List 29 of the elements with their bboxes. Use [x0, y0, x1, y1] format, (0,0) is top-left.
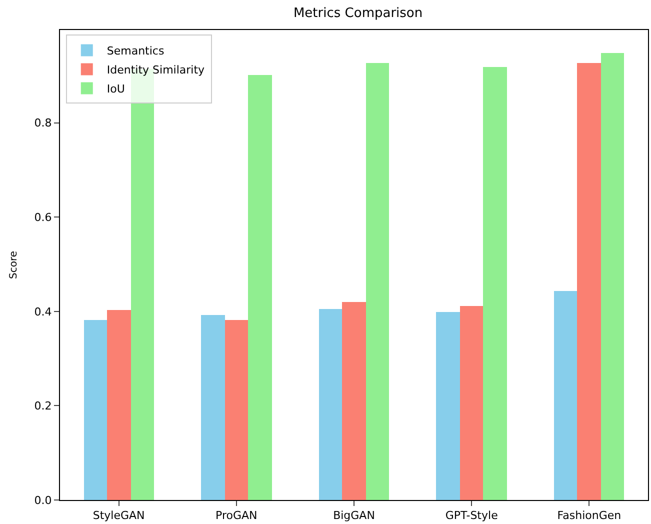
- y-tick-label: 0.8: [34, 116, 52, 130]
- bar: [248, 75, 272, 500]
- bar: [84, 320, 107, 500]
- bar: [554, 291, 577, 500]
- bar: [436, 312, 460, 500]
- bar: [601, 53, 624, 500]
- x-tick-label: BigGAN: [333, 509, 375, 522]
- y-tick-label: 0.4: [34, 305, 52, 318]
- bar: [460, 306, 483, 500]
- legend-label: Identity Similarity: [106, 63, 206, 76]
- y-tick-label: 0.0: [34, 494, 52, 507]
- y-axis-title: Score: [8, 250, 20, 280]
- x-tick-label: FashionGen: [557, 509, 622, 522]
- legend-label: Semantics: [106, 44, 164, 58]
- bar: [201, 315, 225, 500]
- bar: [319, 309, 342, 500]
- y-tick-label: 0.2: [34, 400, 52, 413]
- chart-title: Metrics Comparison: [293, 6, 423, 21]
- bar: [225, 320, 248, 500]
- bar: [366, 63, 389, 500]
- bar: [107, 310, 131, 500]
- x-tick-label: StyleGAN: [92, 509, 145, 522]
- x-tick-label: GPT-Style: [445, 509, 498, 522]
- legend-label: IoU: [106, 82, 125, 96]
- bar: [342, 302, 366, 500]
- bar: [483, 67, 507, 500]
- x-tick-label: ProGAN: [216, 509, 258, 522]
- bar: [577, 63, 601, 500]
- y-tick-label: 0.6: [34, 211, 52, 224]
